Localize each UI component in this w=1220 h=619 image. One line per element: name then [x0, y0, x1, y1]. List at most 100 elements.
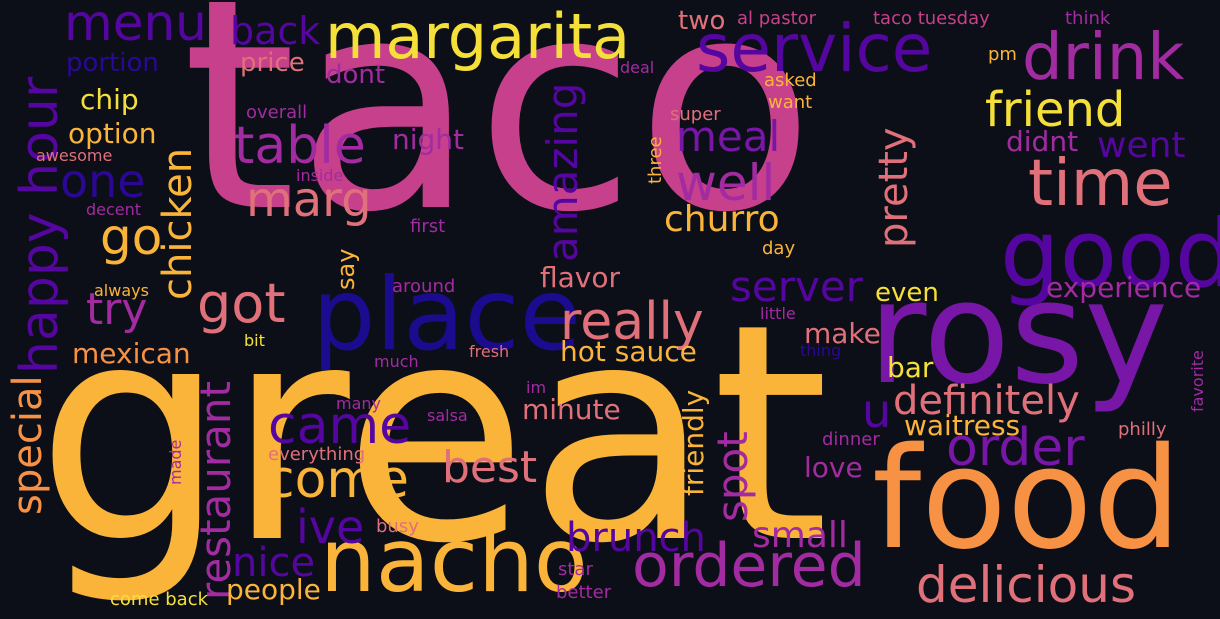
word-came: came: [268, 396, 412, 456]
word-even: even: [875, 278, 939, 308]
word-deal: deal: [620, 58, 655, 77]
word-really: really: [560, 292, 704, 352]
word-thing: thing: [800, 341, 842, 360]
word-favorite: favorite: [1188, 350, 1207, 412]
word-pretty: pretty: [871, 127, 917, 248]
word-super: super: [670, 104, 721, 125]
word-menu: menu: [64, 0, 207, 52]
word-two: two: [678, 6, 726, 36]
word-decent: decent: [86, 200, 142, 219]
word-place: place: [312, 256, 582, 373]
word-brunch: brunch: [566, 515, 706, 561]
word-server: server: [730, 262, 863, 311]
word-everything: everything: [268, 444, 366, 465]
word-amazing: amazing: [538, 82, 587, 262]
word-friendly: friendly: [677, 389, 710, 496]
word-drink: drink: [1022, 21, 1185, 95]
word-didnt: didnt: [1006, 125, 1079, 158]
word-delicious: delicious: [916, 556, 1136, 614]
word-experience: experience: [1046, 271, 1202, 304]
word-went: went: [1097, 125, 1186, 166]
word-awesome: awesome: [36, 146, 113, 165]
word-rosy: rosy: [868, 251, 1169, 416]
word-think: think: [1065, 8, 1111, 29]
word-people: people: [226, 573, 321, 606]
word-portion: portion: [66, 48, 159, 78]
word-bit: bit: [244, 331, 265, 350]
word-come: come: [266, 450, 410, 510]
word-price: price: [240, 48, 305, 78]
word-best: best: [442, 442, 538, 493]
word-churro: churro: [664, 199, 780, 240]
word-meal: meal: [676, 112, 781, 161]
word-taco-tuesday: taco tuesday: [873, 8, 990, 29]
word-back: back: [230, 9, 321, 53]
word-chicken: chicken: [155, 147, 201, 300]
word-many: many: [336, 394, 381, 413]
word-service: service: [696, 10, 933, 87]
word-option: option: [68, 117, 157, 150]
word-definitely: definitely: [893, 378, 1080, 424]
word-table: table: [234, 116, 366, 176]
word-star: star: [558, 559, 593, 580]
word-pm: pm: [988, 44, 1017, 65]
word-im: im: [526, 378, 547, 397]
word-always: always: [94, 281, 149, 300]
word-got: got: [197, 272, 286, 335]
word-want: want: [768, 92, 813, 113]
word-busy: busy: [376, 516, 419, 537]
word-margarita: margarita: [325, 0, 631, 73]
word-bar: bar: [887, 351, 934, 384]
word-inside: inside: [296, 166, 344, 185]
word-dinner: dinner: [822, 429, 880, 450]
word-flavor: flavor: [540, 261, 621, 294]
word-u: u: [862, 384, 892, 438]
word-minute: minute: [522, 393, 621, 426]
word-better: better: [556, 582, 612, 603]
word-nice: nice: [232, 540, 316, 586]
word-ordered: ordered: [632, 531, 866, 601]
word-philly: philly: [1118, 419, 1167, 440]
word-order: order: [946, 418, 1085, 478]
word-marg: marg: [246, 172, 372, 228]
word-go: go: [100, 208, 163, 266]
word-love: love: [804, 451, 863, 484]
word-mexican: mexican: [72, 337, 191, 370]
word-small: small: [752, 515, 848, 556]
word-much: much: [374, 352, 419, 371]
word-come-back: come back: [110, 589, 209, 610]
word-one: one: [60, 154, 146, 208]
word-little: little: [760, 304, 796, 323]
word-happy-hour: happy hour: [10, 76, 70, 374]
word-special: special: [5, 375, 51, 515]
word-ive: ive: [296, 500, 365, 554]
word-friend: friend: [985, 82, 1126, 138]
word-around: around: [392, 276, 456, 297]
word-dont: dont: [326, 60, 386, 90]
word-taco: taco: [182, 0, 815, 276]
word-night: night: [392, 123, 465, 156]
word-say: say: [332, 248, 360, 290]
word-great: great: [36, 260, 830, 609]
word-overall: overall: [246, 102, 308, 123]
word-restaurant: restaurant: [191, 381, 240, 600]
word-day: day: [762, 238, 796, 259]
word-food: food: [872, 418, 1182, 581]
word-first: first: [410, 216, 446, 237]
word-hot-sauce: hot sauce: [560, 335, 697, 368]
word-try: try: [86, 284, 148, 335]
word-good: good: [1000, 200, 1220, 309]
word-fresh: fresh: [469, 342, 510, 361]
word-made: made: [166, 439, 185, 485]
word-three: three: [645, 136, 666, 184]
word-spot: spot: [708, 431, 757, 522]
word-asked: asked: [764, 70, 817, 91]
word-make: make: [804, 317, 881, 350]
word-chip: chip: [80, 83, 139, 116]
word-al-pastor: al pastor: [737, 8, 817, 29]
word-salsa: salsa: [427, 406, 468, 425]
word-waitress: waitress: [904, 409, 1021, 442]
word-well: well: [676, 154, 776, 212]
word-time: time: [1028, 147, 1173, 221]
